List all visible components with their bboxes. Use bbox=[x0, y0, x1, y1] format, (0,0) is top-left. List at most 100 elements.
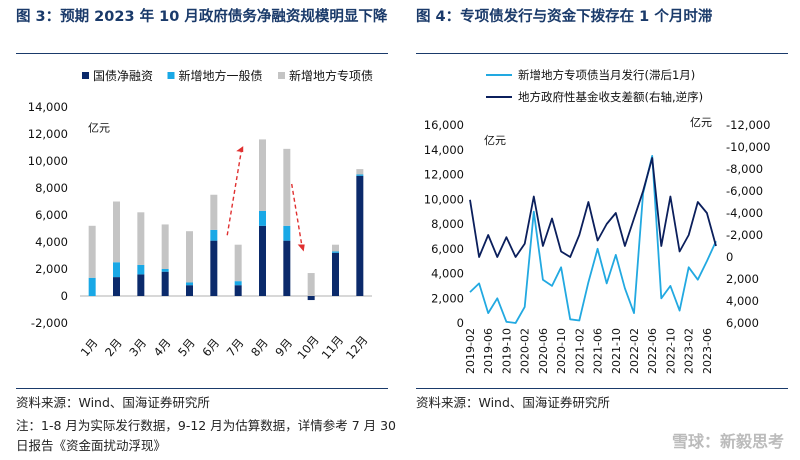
right-chart-title: 图 4：专项债发行与资金下拨存在 1 个月时滞 bbox=[416, 9, 713, 25]
down-arrow-head bbox=[297, 244, 305, 252]
bar-0-6 bbox=[234, 285, 242, 296]
bar-1-5 bbox=[210, 229, 218, 241]
legend-swatch-2 bbox=[278, 72, 285, 79]
watermark: 雪球：新毅思考 bbox=[671, 432, 784, 451]
bar-1-7 bbox=[259, 210, 266, 226]
y-tick-label: 10,000 bbox=[28, 154, 68, 168]
bar-2-11 bbox=[356, 169, 364, 175]
x-tick-label: 2023-02 bbox=[683, 328, 696, 374]
x-tick-label: 2022-02 bbox=[628, 328, 641, 374]
bar-0-9 bbox=[307, 296, 315, 301]
right-line-chart: 新增地方专项债当月发行(滞后1月) 地方政府性基金收支差额(右轴,逆序) 16,00… bbox=[424, 68, 771, 374]
x-tick-label: 1月 bbox=[78, 336, 101, 359]
y-tick-label: 12,000 bbox=[28, 127, 68, 141]
bar-1-6 bbox=[234, 281, 242, 286]
right-title-rule bbox=[416, 53, 788, 54]
bar-0-5 bbox=[210, 240, 218, 296]
right-y-tick-label: 0 bbox=[726, 250, 733, 264]
bar-0-7 bbox=[259, 225, 266, 296]
legend-label-1: 地方政府性基金收支差额(右轴,逆序) bbox=[518, 90, 703, 104]
legend-label-0: 国债净融资 bbox=[93, 69, 153, 83]
legend-label-1: 新增地方一般债 bbox=[179, 68, 263, 83]
left-y-tick-label: 2,000 bbox=[431, 291, 464, 305]
bar-2-7 bbox=[259, 139, 266, 211]
bar-0-10 bbox=[332, 252, 339, 296]
left-source-rule bbox=[16, 388, 388, 389]
right-y-tick-label: 4,000 bbox=[726, 294, 759, 308]
y-tick-label: 6,000 bbox=[35, 208, 68, 222]
bar-0-11 bbox=[356, 175, 364, 296]
bar-1-11 bbox=[356, 174, 364, 176]
up-arrow-line bbox=[226, 151, 242, 236]
x-tick-label: 2022-06 bbox=[646, 328, 659, 374]
right-y-tick-label: -12,000 bbox=[726, 118, 770, 132]
x-tick-label: 7月 bbox=[224, 336, 247, 359]
legend-label-2: 新增地方专项债 bbox=[289, 68, 373, 83]
bar-2-4 bbox=[186, 231, 193, 283]
x-tick-label: 4月 bbox=[151, 336, 174, 359]
bar-2-9 bbox=[307, 273, 315, 296]
x-tick-label: 10月 bbox=[294, 333, 322, 362]
right-unit-label: 亿元 bbox=[690, 116, 712, 129]
y-tick-label: 2,000 bbox=[35, 262, 68, 276]
bar-2-5 bbox=[210, 194, 218, 230]
bar-2-1 bbox=[113, 201, 120, 263]
right-source-rule bbox=[416, 388, 788, 389]
x-tick-label: 2021-10 bbox=[610, 328, 623, 374]
x-tick-label: 2020-02 bbox=[519, 328, 532, 374]
left-source: 资料来源：Wind、国海证券研究所 bbox=[16, 395, 210, 410]
right-y-tick-label: -2,000 bbox=[726, 228, 763, 242]
left-unit-label: 亿元 bbox=[484, 134, 506, 147]
left-chart-title: 图 3：预期 2023 年 10 月政府债务净融资规模明显下降 bbox=[16, 9, 388, 25]
bar-2-0 bbox=[88, 225, 96, 278]
bar-0-4 bbox=[186, 285, 193, 296]
x-tick-label: 3月 bbox=[126, 336, 149, 359]
right-source: 资料来源：Wind、国海证券研究所 bbox=[416, 395, 610, 410]
right-y-tick-label: -10,000 bbox=[726, 140, 770, 154]
legend-swatch-1 bbox=[167, 72, 175, 79]
left-y-tick-label: 14,000 bbox=[424, 143, 464, 157]
right-y-tick-label: -4,000 bbox=[726, 206, 763, 220]
left-y-tick-label: 0 bbox=[457, 316, 464, 330]
bar-1-0 bbox=[88, 277, 96, 296]
bar-1-8 bbox=[283, 225, 291, 241]
x-tick-label: 2月 bbox=[102, 336, 125, 359]
bar-2-6 bbox=[234, 244, 242, 282]
legend-label-0: 新增地方专项债当月发行(滞后1月) bbox=[518, 68, 695, 82]
y-tick-label: 4,000 bbox=[35, 235, 68, 249]
legend-swatch-0 bbox=[82, 72, 89, 79]
x-tick-label: 5月 bbox=[175, 336, 198, 359]
x-tick-label: 2020-06 bbox=[537, 328, 550, 374]
bar-2-2 bbox=[137, 212, 145, 265]
y-tick-label: -2,000 bbox=[31, 316, 68, 330]
bar-0-2 bbox=[137, 274, 145, 296]
right-y-tick-label: 6,000 bbox=[726, 316, 759, 330]
y-tick-label: 8,000 bbox=[35, 181, 68, 195]
bar-0-8 bbox=[283, 240, 291, 296]
x-tick-label: 2021-06 bbox=[592, 328, 605, 374]
x-tick-label: 11月 bbox=[319, 333, 347, 362]
series-line-0 bbox=[469, 155, 717, 324]
bar-1-4 bbox=[186, 282, 193, 286]
left-note: 注：1-8 月为实际发行数据，9-12 月为估算数据，详情参考 7 月 30 日… bbox=[16, 418, 397, 453]
bar-1-1 bbox=[113, 262, 120, 278]
x-tick-label: 9月 bbox=[272, 336, 295, 359]
x-tick-label: 2019-10 bbox=[500, 328, 513, 374]
y-unit-label: 亿元 bbox=[88, 121, 110, 134]
left-y-tick-label: 4,000 bbox=[431, 267, 464, 281]
bar-0-1 bbox=[113, 277, 120, 296]
right-y-tick-label: -8,000 bbox=[726, 162, 763, 176]
left-title-rule bbox=[16, 53, 388, 54]
down-arrow-line bbox=[291, 183, 303, 245]
left-y-tick-label: 16,000 bbox=[424, 118, 464, 132]
series-line-1 bbox=[469, 157, 717, 258]
x-tick-label: 2023-06 bbox=[701, 328, 714, 374]
x-tick-label: 6月 bbox=[199, 336, 222, 359]
bar-2-10 bbox=[332, 244, 339, 252]
x-tick-label: 2020-10 bbox=[555, 328, 568, 374]
bar-0-3 bbox=[161, 271, 169, 296]
y-tick-label: 0 bbox=[61, 289, 68, 303]
x-tick-label: 2021-02 bbox=[573, 328, 586, 374]
bar-1-3 bbox=[161, 269, 169, 272]
left-y-tick-label: 6,000 bbox=[431, 242, 464, 256]
